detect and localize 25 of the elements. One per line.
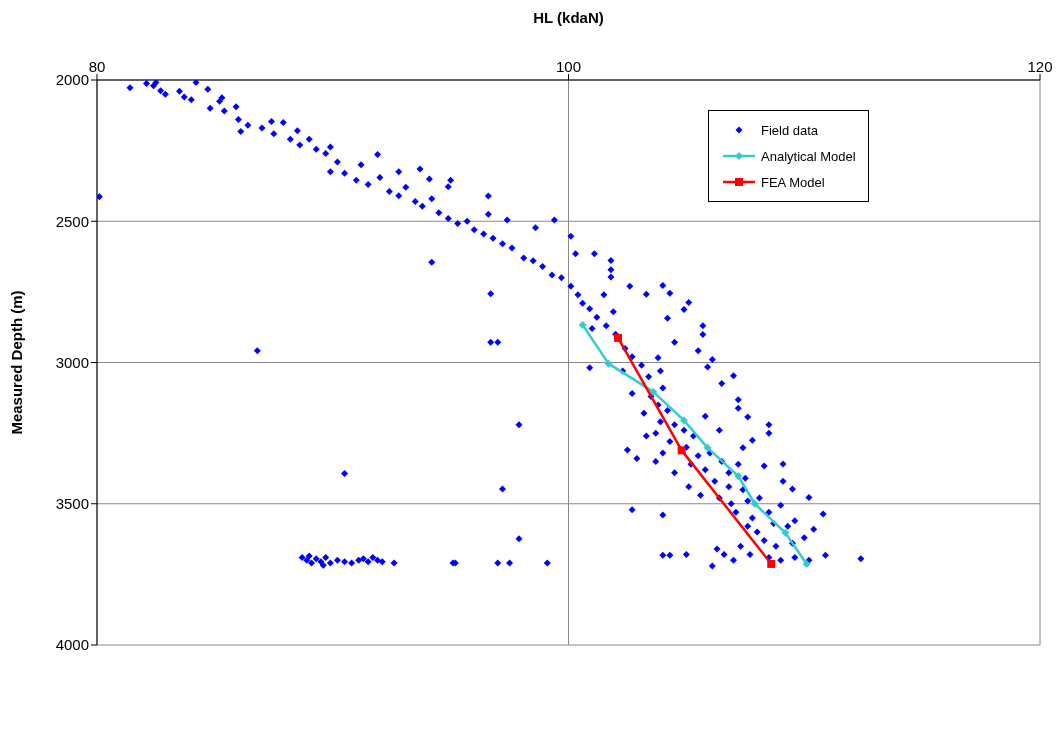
point [781, 528, 790, 537]
y-tick-label: 4000 [55, 636, 89, 654]
legend-label: Analytical Model [761, 148, 856, 164]
x-tick-label: 80 [88, 58, 106, 75]
y-tick-label: 3500 [55, 495, 89, 513]
point [703, 443, 712, 452]
point [802, 559, 811, 568]
legend-label: FEA Model [761, 174, 825, 190]
x-axis-title: HL (kdaN) [533, 8, 604, 26]
y-tick-label: 2000 [55, 71, 89, 89]
point [614, 333, 623, 342]
point [680, 416, 689, 425]
legend-label: Field data [761, 122, 819, 138]
x-tick-label: 120 [1027, 58, 1053, 75]
point [767, 559, 776, 568]
point [604, 359, 613, 368]
point [734, 472, 743, 481]
point [578, 320, 587, 329]
y-tick-label: 2500 [55, 212, 89, 230]
point [750, 499, 759, 508]
x-tick-label: 100 [555, 58, 582, 75]
y-axis-title: Measured Depth (m) [8, 290, 26, 435]
point [677, 446, 686, 455]
point [649, 387, 658, 396]
y-tick-label: 3000 [55, 353, 89, 371]
